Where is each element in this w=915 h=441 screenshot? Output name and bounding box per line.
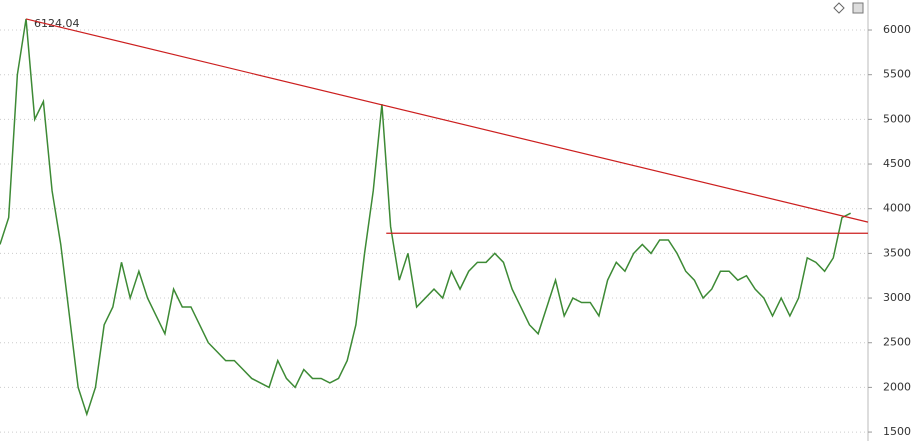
price-line	[0, 18, 851, 417]
peak-annotation: 6124.04	[34, 17, 80, 30]
y-tick-label: 3000	[883, 291, 911, 304]
y-tick-label: 3500	[883, 246, 911, 259]
y-tick-label: 1500	[883, 425, 911, 438]
y-tick-label: 5500	[883, 68, 911, 81]
axis-panel	[868, 0, 915, 441]
y-tick-label: 6000	[883, 23, 911, 36]
y-tick-label: 4500	[883, 157, 911, 170]
draw-tool-icon[interactable]	[833, 2, 845, 14]
trend-line	[25, 18, 869, 223]
y-tick-label: 2500	[883, 336, 911, 349]
y-tick-label: 4000	[883, 202, 911, 215]
y-tick-label: 5000	[883, 112, 911, 125]
y-tick-label: 2000	[883, 380, 911, 393]
panel-icon[interactable]	[852, 2, 864, 14]
